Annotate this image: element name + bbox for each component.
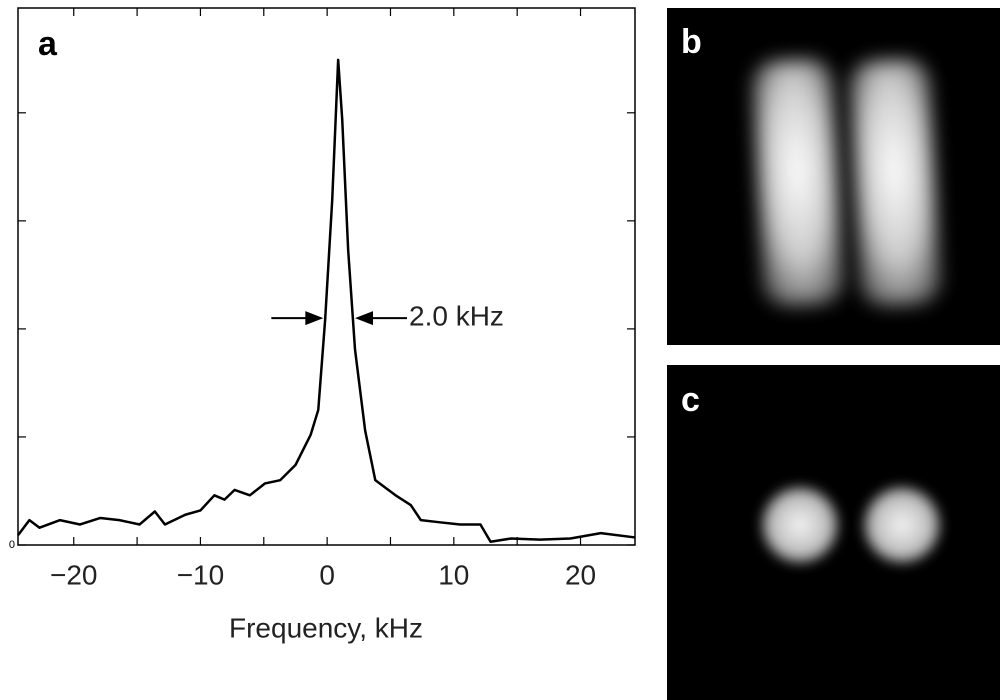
x-tick-label: 20 <box>565 559 596 590</box>
panel-label: b <box>681 23 702 61</box>
x-axis-label: Frequency, kHz <box>229 612 423 643</box>
blob <box>762 487 838 563</box>
panel-label: a <box>38 25 58 63</box>
x-tick-label: 0 <box>319 559 335 590</box>
x-tick-label: −20 <box>50 559 98 590</box>
blob <box>849 59 941 306</box>
blob <box>752 59 844 306</box>
image-c: c <box>667 365 1000 700</box>
annotation-arrowhead <box>305 311 324 326</box>
annotation-label: 2.0 kHz <box>409 300 504 331</box>
x-tick-label: −10 <box>177 559 225 590</box>
panel-label: c <box>681 381 700 419</box>
image-b: b <box>667 8 1000 345</box>
x-tick-label: 10 <box>438 559 469 590</box>
annotation-arrowhead <box>355 311 374 326</box>
spectrum-line <box>17 58 636 544</box>
plot-frame <box>17 7 636 546</box>
blob <box>864 487 940 563</box>
y-tick-label: 0 <box>9 539 15 551</box>
